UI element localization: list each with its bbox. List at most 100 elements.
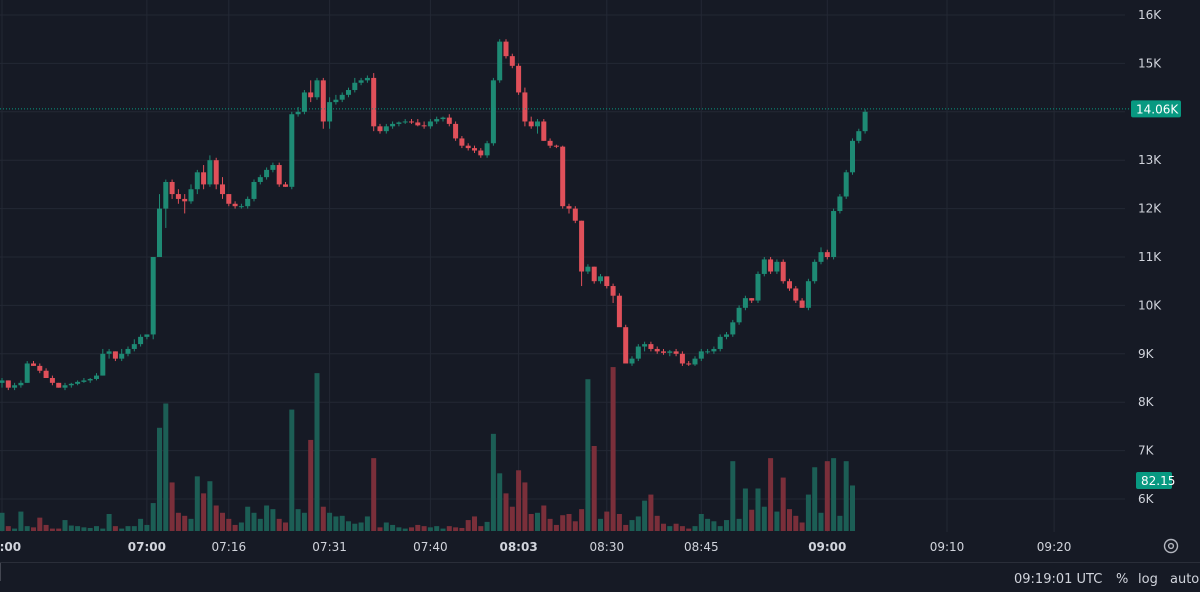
chart-canvas[interactable]: 16K15K14K13K12K11K10K9K8K7K6K 06:00 07:00… (0, 0, 1200, 562)
candle (768, 257, 774, 274)
candle (169, 179, 175, 199)
volume-bar (295, 509, 301, 531)
volume-bar (213, 505, 219, 531)
candle (780, 259, 786, 284)
candle (717, 334, 723, 352)
candle (49, 375, 55, 386)
last-price-tag: 14.06K (1131, 100, 1181, 118)
time-tick-label: 08:45 (684, 540, 719, 554)
time-tick-label: 09:10 (930, 540, 965, 554)
time-tick-label: 07:31 (312, 540, 347, 554)
candles (0, 39, 868, 391)
volume-bar (175, 512, 181, 531)
candle (472, 145, 477, 153)
volume-bar (541, 505, 547, 531)
utc-clock: 09:19:01 UTC (1014, 572, 1103, 587)
candle (18, 380, 24, 388)
candle (75, 380, 81, 386)
volume-bar (516, 470, 522, 531)
candle (509, 53, 515, 69)
log-scale-toggle[interactable]: log (1138, 572, 1158, 587)
settings-gear-icon[interactable] (1162, 537, 1180, 555)
time-tick-label: 08:30 (590, 540, 625, 554)
volume-bar (264, 505, 270, 531)
candle (270, 162, 276, 173)
volume-bar (119, 528, 125, 531)
candle (144, 334, 150, 340)
volume-bar (749, 509, 755, 531)
volume-bar (585, 379, 591, 531)
volume-bar (112, 526, 118, 531)
candle (679, 351, 685, 366)
time-tick-label: 07:00 (128, 540, 166, 554)
price-tick-label: 8K (1138, 395, 1155, 409)
candle (396, 121, 402, 127)
candle (327, 97, 333, 129)
candle (446, 114, 452, 127)
volume-bar (711, 521, 717, 531)
candle (188, 184, 194, 204)
candle (68, 382, 74, 388)
candle (56, 382, 62, 388)
volume-bar (68, 525, 74, 531)
candle (226, 194, 232, 207)
candle (207, 155, 213, 187)
auto-scale-toggle[interactable]: auto (1170, 572, 1200, 587)
volume-bar (616, 514, 622, 531)
volume-bar (157, 427, 162, 531)
volume-bar (780, 477, 786, 531)
volume-bar (383, 522, 389, 531)
candle (421, 121, 427, 129)
candle (843, 169, 849, 199)
volume-bar (75, 526, 81, 531)
price-tick-label: 13K (1138, 153, 1162, 167)
time-axis[interactable]: 06:00 07:00 07:16 07:31 07:40 08:03 08:30 08:45… (0, 540, 1071, 554)
volume-bar (18, 511, 24, 531)
volume-bar (427, 527, 433, 531)
volume-bar (396, 527, 402, 531)
candle (314, 77, 320, 100)
volume-bar (440, 528, 446, 531)
time-tick-label: 06:00 (0, 540, 21, 554)
candle (138, 334, 144, 347)
candle (371, 73, 377, 132)
volume-bar (755, 488, 761, 531)
volume-bar (43, 524, 49, 531)
candle (390, 121, 396, 129)
volume-bar (434, 526, 440, 531)
candle (364, 75, 370, 83)
candle (175, 189, 181, 204)
candle (560, 145, 566, 209)
candle (742, 295, 748, 311)
volume-bar (238, 522, 244, 531)
volume-bar (484, 521, 490, 531)
time-tick-label: 09:00 (808, 540, 846, 554)
volume-bar (673, 523, 679, 531)
volume-bar (188, 518, 194, 531)
volume-bar (629, 520, 635, 531)
volume-bar (270, 509, 276, 531)
volume-bar (768, 458, 774, 531)
candle (245, 196, 251, 209)
candle (528, 116, 534, 129)
volume-bar (679, 526, 685, 531)
candle (837, 194, 843, 214)
candle (31, 361, 36, 366)
candle (346, 87, 351, 98)
volume-bar (182, 515, 188, 531)
candle (490, 77, 496, 146)
volume-bar (579, 509, 585, 531)
volume-bar (805, 494, 811, 531)
candle (761, 257, 767, 277)
candle (749, 298, 755, 303)
volume-bar (333, 516, 339, 531)
volume-bar (301, 512, 307, 531)
price-axis[interactable]: 16K15K14K13K12K11K10K9K8K7K6K (1138, 8, 1162, 506)
volume-bar (106, 514, 112, 531)
candle (264, 167, 270, 180)
volume-bar (339, 515, 345, 531)
candle (553, 144, 559, 149)
candle (434, 116, 440, 124)
percent-scale-toggle[interactable]: % (1116, 572, 1129, 587)
